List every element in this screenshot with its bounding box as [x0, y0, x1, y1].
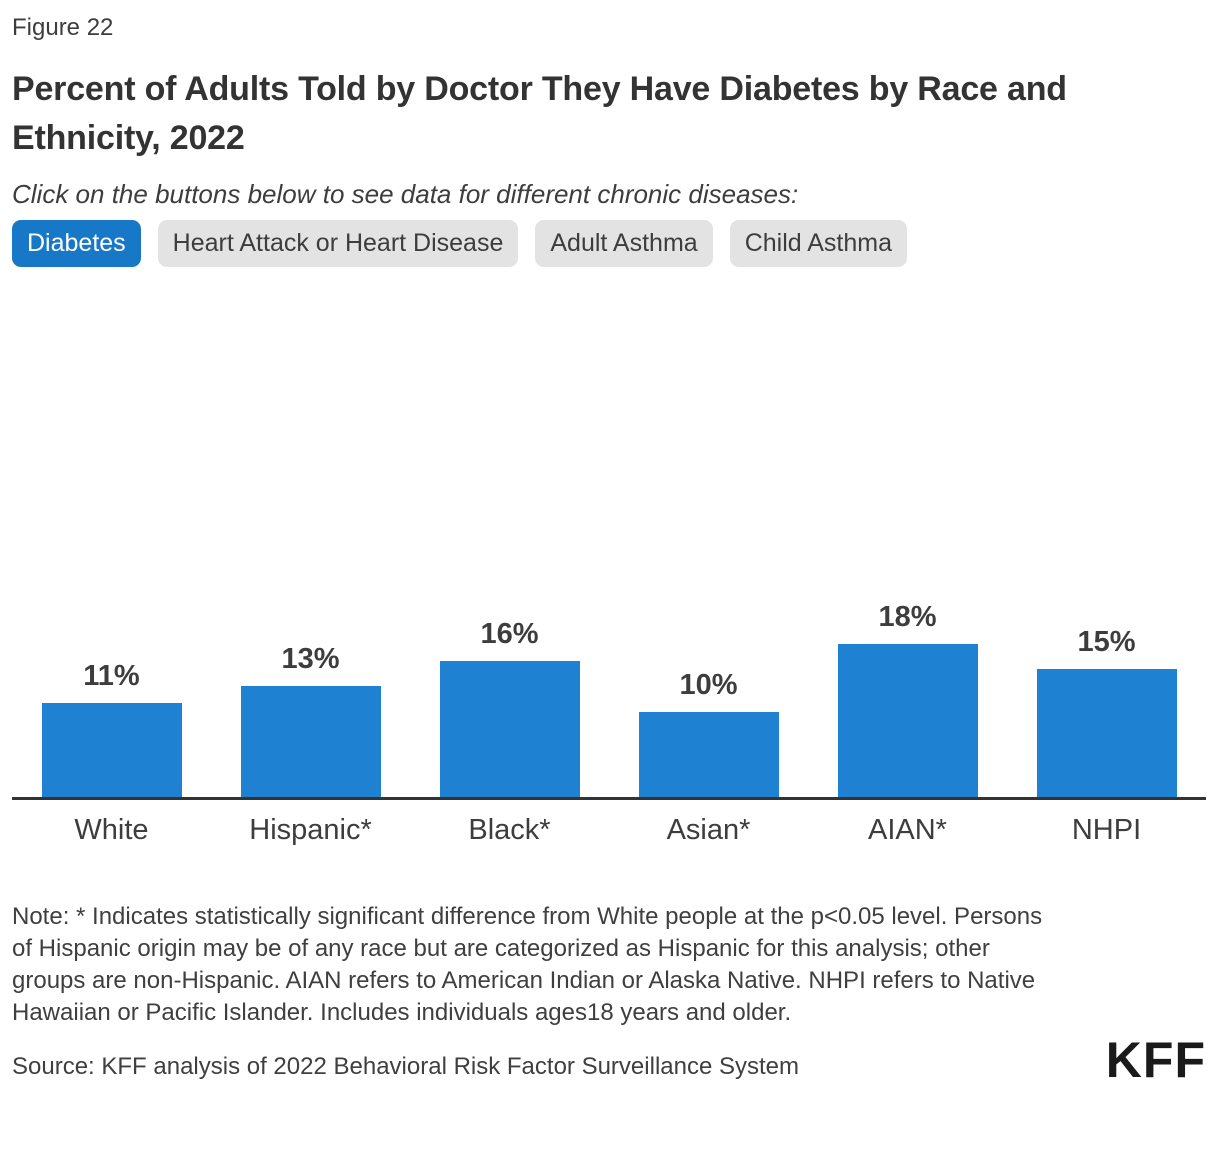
bar-value-label: 11%: [83, 660, 140, 693]
bar-column-hispanic: 13%: [211, 643, 410, 798]
x-axis-label: NHPI: [1071, 814, 1142, 847]
bar-column-aian: 18%: [808, 601, 1007, 798]
bar-value-label: 16%: [480, 618, 539, 651]
bar-column-white: 11%: [12, 660, 211, 798]
figure-label: Figure 22: [12, 14, 114, 41]
x-axis-label: Hispanic*: [249, 814, 372, 847]
bar-chart: 11% 13% 16% 10% 18% 15% White Hispanic* Black* A…: [12, 267, 1206, 847]
disease-button-child-asthma[interactable]: Child Asthma: [729, 220, 907, 268]
bar-value-label: 15%: [1077, 626, 1136, 659]
bar: [240, 686, 381, 798]
bar: [41, 703, 182, 798]
disease-button-heart-attack-or-heart-disease[interactable]: Heart Attack or Heart Disease: [157, 220, 519, 268]
x-axis-label: AIAN*: [868, 814, 947, 847]
disease-button-group: Diabetes Heart Attack or Heart Disease Adu…: [12, 220, 1206, 268]
bar-column-asian: 10%: [609, 669, 808, 798]
disease-button-diabetes[interactable]: Diabetes: [12, 220, 141, 268]
note-text: Note: * Indicates statistically signific…: [12, 903, 1043, 1027]
disease-button-adult-asthma[interactable]: Adult Asthma: [535, 220, 713, 268]
x-axis-label: Black*: [468, 814, 551, 847]
chart-subtitle: Click on the buttons below to see data f…: [12, 179, 799, 210]
bar: [638, 712, 779, 798]
bar-value-label: 13%: [281, 643, 340, 676]
x-axis-label: White: [74, 814, 149, 847]
source-text: Source: KFF analysis of 2022 Behavioral …: [12, 1053, 799, 1081]
kff-logo: KFF: [1105, 1032, 1206, 1089]
bar-column-nhpi: 15%: [1007, 626, 1206, 798]
bar-value-label: 18%: [878, 601, 937, 634]
page-title: Percent of Adults Told by Doctor They Ha…: [12, 69, 1067, 158]
bar-column-black: 16%: [410, 618, 609, 798]
bar-value-label: 10%: [679, 669, 738, 702]
bar: [439, 661, 580, 798]
x-axis-label: Asian*: [666, 814, 751, 847]
bar: [1036, 669, 1177, 798]
bar: [837, 644, 978, 798]
x-axis: White Hispanic* Black* Asian* AIAN* NHPI: [12, 814, 1206, 847]
plot-area: 11% 13% 16% 10% 18% 15%: [12, 267, 1206, 801]
footer: Source: KFF analysis of 2022 Behavioral …: [12, 1035, 1206, 1085]
